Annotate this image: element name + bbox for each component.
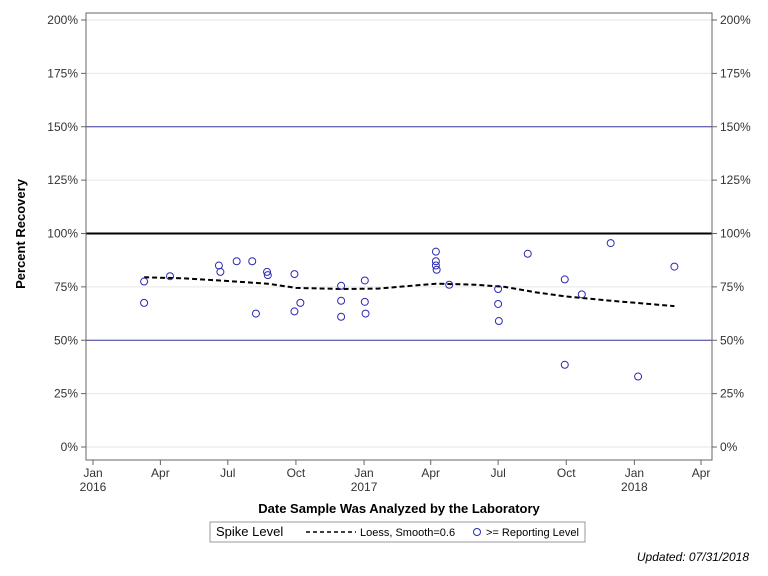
scatter-point — [251, 309, 260, 318]
x-tick-label: Jan — [83, 466, 102, 480]
loess-line — [144, 276, 675, 308]
y-tick-label-right: 175% — [720, 66, 751, 80]
scatter-point — [560, 275, 569, 284]
y-tick-label-left: 100% — [47, 227, 78, 241]
x-tick-label: Jan — [354, 466, 373, 480]
scatter-point — [337, 281, 346, 290]
scatter-point — [494, 299, 503, 308]
y-axis-left: 0% 25% 50% 75% 100% 125% 150% 175% 200% — [47, 13, 86, 454]
y-tick-label-left: 75% — [54, 280, 78, 294]
y-axis-right: 0% 25% 50% 75% 100% 125% 150% 175% 200% — [712, 13, 751, 454]
scatter-point — [634, 372, 643, 381]
scatter-point — [360, 276, 369, 285]
loess-series — [144, 276, 675, 308]
plot-frame — [85, 12, 713, 461]
x-tick-label: Apr — [151, 466, 170, 480]
scatter-point — [606, 239, 615, 248]
scatter-point — [560, 360, 569, 369]
scatter-point — [263, 267, 272, 276]
legend: Spike Level Loess, Smooth=0.6 >= Reporti… — [209, 521, 586, 543]
y-tick-label-right: 200% — [720, 13, 751, 27]
y-axis-title: Percent Recovery — [13, 178, 28, 289]
x-tick-label: Jul — [490, 466, 505, 480]
x-tick-year-label: 2018 — [621, 480, 648, 494]
y-tick-label-right: 150% — [720, 120, 751, 134]
y-tick-label-left: 200% — [47, 13, 78, 27]
scatter-point — [494, 285, 503, 294]
scatter-series — [140, 239, 679, 381]
y-tick-label-left: 175% — [47, 66, 78, 80]
scatter-point — [248, 257, 257, 266]
updated-footnote: Updated: 07/31/2018 — [637, 550, 749, 564]
scatter-point — [431, 257, 440, 266]
legend-points-label: >= Reporting Level — [486, 527, 579, 539]
y-tick-label-right: 50% — [720, 333, 744, 347]
legend-title: Spike Level — [216, 524, 283, 539]
scatter-point — [431, 261, 440, 270]
y-tick-label-right: 125% — [720, 173, 751, 187]
scatter-point — [523, 249, 532, 258]
x-tick-label: Apr — [421, 466, 440, 480]
x-axis-title: Date Sample Was Analyzed by the Laborato… — [258, 501, 540, 516]
x-tick-label: Oct — [557, 466, 576, 480]
y-tick-label-left: 125% — [47, 173, 78, 187]
scatter-point — [445, 280, 454, 289]
scatter-point — [140, 298, 149, 307]
y-tick-label-right: 75% — [720, 280, 744, 294]
y-tick-label-left: 50% — [54, 333, 78, 347]
x-tick-label: Jan — [625, 466, 644, 480]
x-tick-year-label: 2017 — [351, 480, 378, 494]
y-tick-label-left: 150% — [47, 120, 78, 134]
scatter-point — [494, 317, 503, 326]
scatter-point — [337, 296, 346, 305]
y-tick-label-left: 25% — [54, 387, 78, 401]
x-tick-label: Jul — [220, 466, 235, 480]
y-tick-label-right: 25% — [720, 387, 744, 401]
y-tick-label-left: 0% — [61, 440, 79, 454]
scatter-point — [432, 265, 441, 274]
scatter-point — [140, 277, 149, 286]
scatter-point — [166, 272, 175, 281]
y-tick-label-right: 0% — [720, 440, 738, 454]
legend-points-swatch — [473, 528, 481, 536]
scatter-point — [337, 312, 346, 321]
scatter-point — [296, 298, 305, 307]
scatter-point — [577, 290, 586, 299]
scatter-point — [361, 309, 370, 318]
x-tick-year-label: 2016 — [80, 480, 107, 494]
legend-loess-label: Loess, Smooth=0.6 — [360, 527, 455, 539]
x-tick-label: Oct — [287, 466, 306, 480]
legend-frame — [209, 521, 586, 543]
scatter-point — [216, 267, 225, 276]
scatter-point — [670, 262, 679, 271]
reference-lines — [86, 126, 712, 341]
scatter-point — [263, 271, 272, 280]
scatter-point — [360, 297, 369, 306]
scatter-point — [290, 270, 299, 279]
scatter-point — [290, 307, 299, 316]
x-tick-label: Apr — [692, 466, 711, 480]
y-tick-label-right: 100% — [720, 227, 751, 241]
scatter-point — [431, 247, 440, 256]
scatter-point — [232, 257, 241, 266]
